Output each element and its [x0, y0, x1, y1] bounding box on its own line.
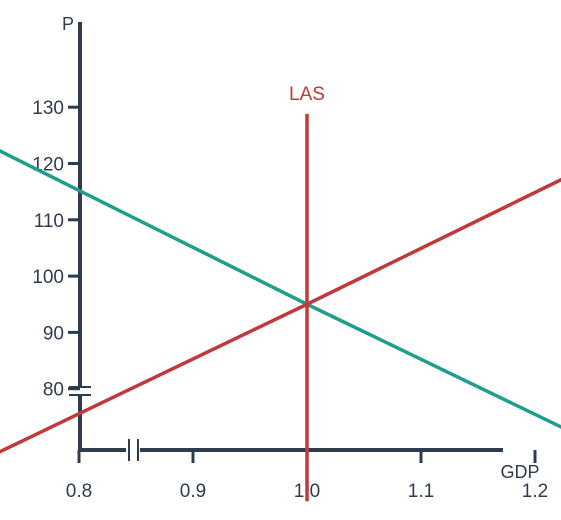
y-axis-label: P — [62, 14, 74, 34]
x-tick-label: 1.1 — [408, 481, 434, 502]
x-axis-label: GDP — [500, 462, 539, 482]
series-line-sas — [0, 177, 561, 454]
x-tick-label: 0.8 — [66, 481, 92, 502]
y-tick-label: 120 — [32, 155, 64, 176]
y-tick-label: 80 — [43, 380, 64, 401]
y-tick-label: 100 — [32, 267, 64, 288]
x-tick-label: 0.9 — [180, 481, 206, 502]
x-tick-label: 1.2 — [522, 481, 548, 502]
axes — [69, 22, 503, 461]
y-tick-label: 110 — [34, 211, 64, 232]
y-axis-break-mark — [69, 386, 91, 396]
labels: P GDP — [62, 14, 540, 482]
series: ADSASLAS — [0, 84, 561, 502]
x-axis-break-mark — [126, 439, 140, 461]
series-line-ad — [0, 149, 561, 429]
y-tick-label: 90 — [43, 323, 64, 344]
y-break-gap — [72, 387, 88, 395]
y-tick-label: 130 — [32, 98, 64, 119]
series-label-las: LAS — [289, 84, 325, 105]
